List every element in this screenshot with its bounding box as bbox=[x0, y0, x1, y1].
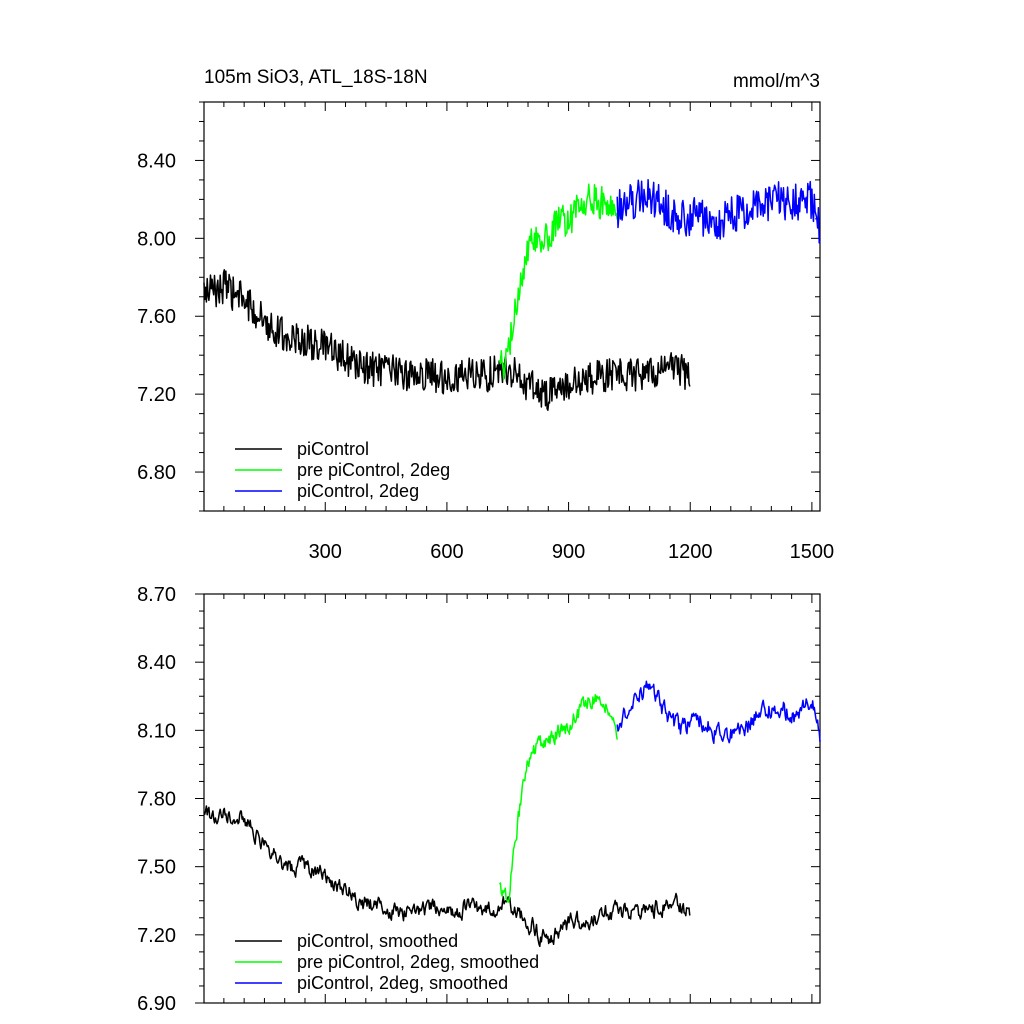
series-line-pre-picontrol-2deg-smoothed bbox=[498, 694, 618, 903]
y-tick-label: 8.40 bbox=[137, 652, 176, 674]
y-tick-label: 7.50 bbox=[137, 857, 176, 879]
x-tick-label: 900 bbox=[552, 541, 585, 563]
series-line-picontrol bbox=[203, 269, 691, 411]
y-tick-label: 7.60 bbox=[137, 306, 176, 328]
legend-label: pre piControl, 2deg bbox=[297, 460, 450, 480]
legend-label: pre piControl, 2deg, smoothed bbox=[297, 952, 539, 972]
x-tick-label: 1500 bbox=[790, 541, 835, 563]
y-tick-label: 8.10 bbox=[137, 720, 176, 742]
y-tick-label: 6.90 bbox=[137, 993, 176, 1015]
y-tick-label: 7.20 bbox=[137, 925, 176, 947]
top-panel: 300 600 900 1200 1500 6.80 7.20 7.60 8.00 8.40 piC… bbox=[137, 101, 835, 563]
series-line-picontrol-smoothed bbox=[203, 805, 691, 948]
y-tick-label: 8.70 bbox=[137, 584, 176, 606]
legend-label: piControl bbox=[297, 439, 369, 459]
plot-frame bbox=[203, 101, 821, 512]
bottom-panel: 6.90 7.20 7.50 7.80 8.10 8.40 8.70 piControl, s… bbox=[137, 584, 821, 1015]
legend-label: piControl, 2deg bbox=[297, 481, 419, 501]
series-line-pre-picontrol-2deg bbox=[498, 183, 618, 380]
y-tick-label: 8.00 bbox=[137, 228, 176, 250]
y-tick-label: 7.20 bbox=[137, 384, 176, 406]
series-line-picontrol-2deg bbox=[616, 178, 821, 244]
x-tick-label: 600 bbox=[430, 541, 463, 563]
y-tick-label: 6.80 bbox=[137, 462, 176, 484]
series-line-picontrol-2deg-smoothed bbox=[616, 680, 821, 745]
chart-title: 105m SiO3, ATL_18S-18N bbox=[204, 67, 428, 88]
y-tick-label: 7.80 bbox=[137, 789, 176, 811]
legend-label: piControl, smoothed bbox=[297, 931, 458, 951]
legend-label: piControl, 2deg, smoothed bbox=[297, 973, 508, 993]
units-label: mmol/m^3 bbox=[733, 71, 820, 92]
y-tick-label: 8.40 bbox=[137, 150, 176, 172]
x-tick-label: 1200 bbox=[668, 541, 713, 563]
x-tick-label: 300 bbox=[309, 541, 342, 563]
